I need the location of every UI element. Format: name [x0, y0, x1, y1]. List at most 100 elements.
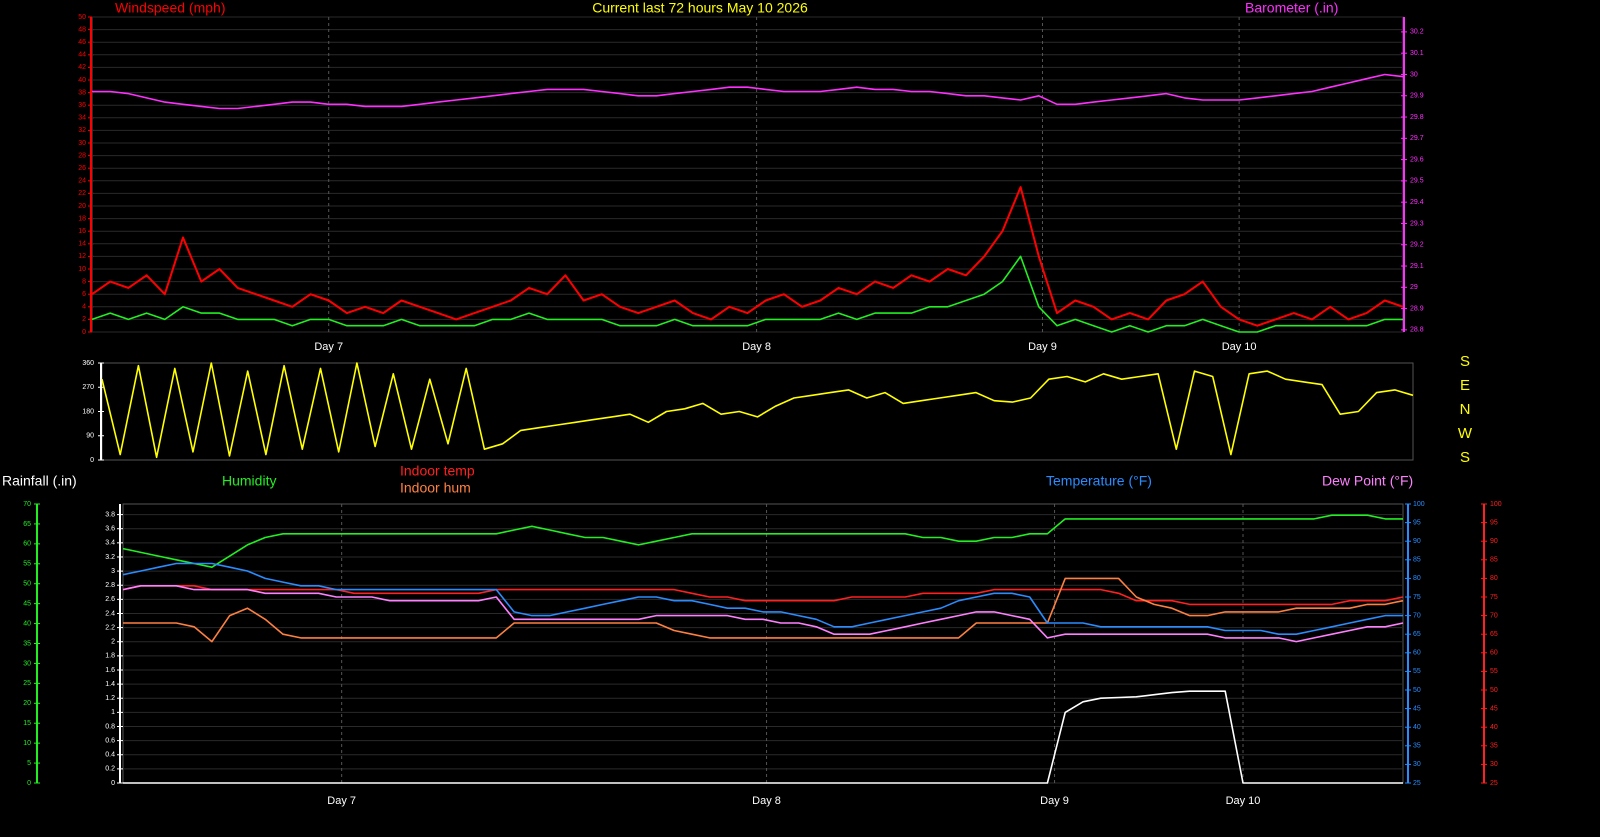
- y-tick-label: 2.6: [105, 596, 115, 603]
- y-tick-label: 270: [82, 384, 94, 391]
- y-tick-label: 50: [1490, 687, 1498, 694]
- y-tick-label: 15: [23, 720, 31, 727]
- x-tick-label: Day 10: [1226, 795, 1261, 807]
- series-line: [122, 514, 1403, 568]
- y-tick-label: 3.8: [105, 511, 115, 518]
- y-tick-label: 75: [1490, 594, 1498, 601]
- y-tick-label: 60: [1490, 650, 1498, 657]
- y-tick-label: 65: [1490, 631, 1498, 638]
- series-line: [122, 585, 1404, 606]
- y-tick-label: 30: [78, 140, 86, 147]
- x-tick-label: Day 8: [742, 341, 771, 353]
- y-tick-label: 29.9: [1410, 93, 1424, 100]
- y-tick-label: 100: [1413, 501, 1425, 508]
- y-tick-label: 25: [1490, 780, 1498, 787]
- y-tick-label: 25: [23, 680, 31, 687]
- y-tick-label: 70: [23, 501, 31, 508]
- y-tick-label: 29: [1410, 284, 1418, 291]
- y-tick-label: 0: [82, 329, 86, 336]
- y-tick-label: 90: [1413, 538, 1421, 545]
- y-tick-label: 2.8: [105, 582, 115, 589]
- y-tick-label: 3.2: [105, 554, 115, 561]
- y-tick-label: 35: [23, 640, 31, 647]
- y-tick-label: 14: [78, 241, 86, 248]
- y-tick-label: 35: [1413, 743, 1421, 750]
- y-tick-label: 6: [82, 291, 86, 298]
- y-tick-label: 70: [1413, 612, 1421, 619]
- x-tick-label: Day 7: [314, 341, 343, 353]
- series-line: [123, 577, 1404, 643]
- y-tick-label: 29.2: [1410, 242, 1424, 249]
- y-tick-label: 34: [78, 115, 86, 122]
- y-tick-label: 3.6: [105, 526, 115, 533]
- y-tick-label: 30: [1410, 71, 1418, 78]
- y-tick-label: 3: [111, 568, 115, 575]
- legend-label: Indoor temp: [400, 463, 475, 479]
- y-tick-label: 40: [23, 620, 31, 627]
- series-line: [123, 690, 1403, 784]
- x-tick-label: Day 8: [752, 795, 781, 807]
- y-tick-label: 0: [27, 780, 31, 787]
- y-tick-label: 80: [1490, 575, 1498, 582]
- y-tick-label: 1.2: [105, 695, 115, 702]
- series-line: [91, 186, 1404, 327]
- x-tick-label: Day 9: [1040, 795, 1069, 807]
- legend-label: Humidity: [222, 473, 276, 489]
- y-tick-label: 95: [1413, 519, 1421, 526]
- y-tick-label: 85: [1413, 557, 1421, 564]
- y-tick-label: 29.5: [1410, 178, 1424, 185]
- y-tick-label: 2.4: [105, 610, 115, 617]
- y-tick-label: 80: [1413, 575, 1421, 582]
- y-tick-label: 40: [1490, 724, 1498, 731]
- y-tick-label: 10: [23, 740, 31, 747]
- y-tick-label: 25: [1413, 780, 1421, 787]
- y-tick-label: 29.8: [1410, 114, 1424, 121]
- y-tick-label: 1.4: [105, 681, 115, 688]
- compass-label: S: [1460, 353, 1470, 370]
- y-tick-label: 60: [23, 541, 31, 548]
- y-tick-label: 32: [78, 127, 86, 134]
- y-tick-label: 50: [78, 14, 86, 21]
- y-tick-label: 45: [1490, 705, 1498, 712]
- y-tick-label: 0.4: [105, 752, 115, 759]
- plot-area: [101, 362, 1414, 461]
- y-tick-label: 3.4: [105, 540, 115, 547]
- y-tick-label: 45: [23, 600, 31, 607]
- series-line: [122, 585, 1404, 643]
- y-tick-label: 55: [1413, 668, 1421, 675]
- legend-label: Temperature (°F): [1046, 473, 1152, 489]
- y-tick-label: 29.7: [1410, 135, 1424, 142]
- y-tick-label: 30: [1490, 761, 1498, 768]
- y-tick-label: 29.1: [1410, 263, 1424, 270]
- y-tick-label: 22: [78, 190, 86, 197]
- y-tick-label: 30: [23, 660, 31, 667]
- legend-label: Dew Point (°F): [1322, 473, 1413, 489]
- chart-title: Current last 72 hours May 10 2026: [592, 0, 808, 16]
- y-tick-label: 50: [1413, 687, 1421, 694]
- y-tick-label: 180: [82, 408, 94, 415]
- x-tick-label: Day 10: [1222, 341, 1257, 353]
- y-tick-label: 5: [27, 760, 31, 767]
- y-tick-label: 42: [78, 64, 86, 71]
- y-tick-label: 28.9: [1410, 305, 1424, 312]
- series-line: [101, 362, 1414, 459]
- y-tick-label: 0.6: [105, 737, 115, 744]
- y-tick-label: 35: [1490, 743, 1498, 750]
- compass-label: S: [1460, 449, 1470, 466]
- y-tick-label: 0.8: [105, 723, 115, 730]
- y-tick-label: 100: [1490, 501, 1502, 508]
- y-tick-label: 24: [78, 178, 86, 185]
- y-tick-label: 40: [78, 77, 86, 84]
- y-tick-label: 10: [78, 266, 86, 273]
- series-line: [92, 73, 1404, 110]
- x-tick-label: Day 9: [1028, 341, 1057, 353]
- y-tick-label: 44: [78, 52, 86, 59]
- y-tick-label: 0: [111, 780, 115, 787]
- y-tick-label: 28: [78, 152, 86, 159]
- y-tick-label: 40: [1413, 724, 1421, 731]
- series-line: [122, 562, 1403, 635]
- y-tick-label: 36: [78, 102, 86, 109]
- y-tick-label: 38: [78, 89, 86, 96]
- y-tick-label: 30.1: [1410, 50, 1424, 57]
